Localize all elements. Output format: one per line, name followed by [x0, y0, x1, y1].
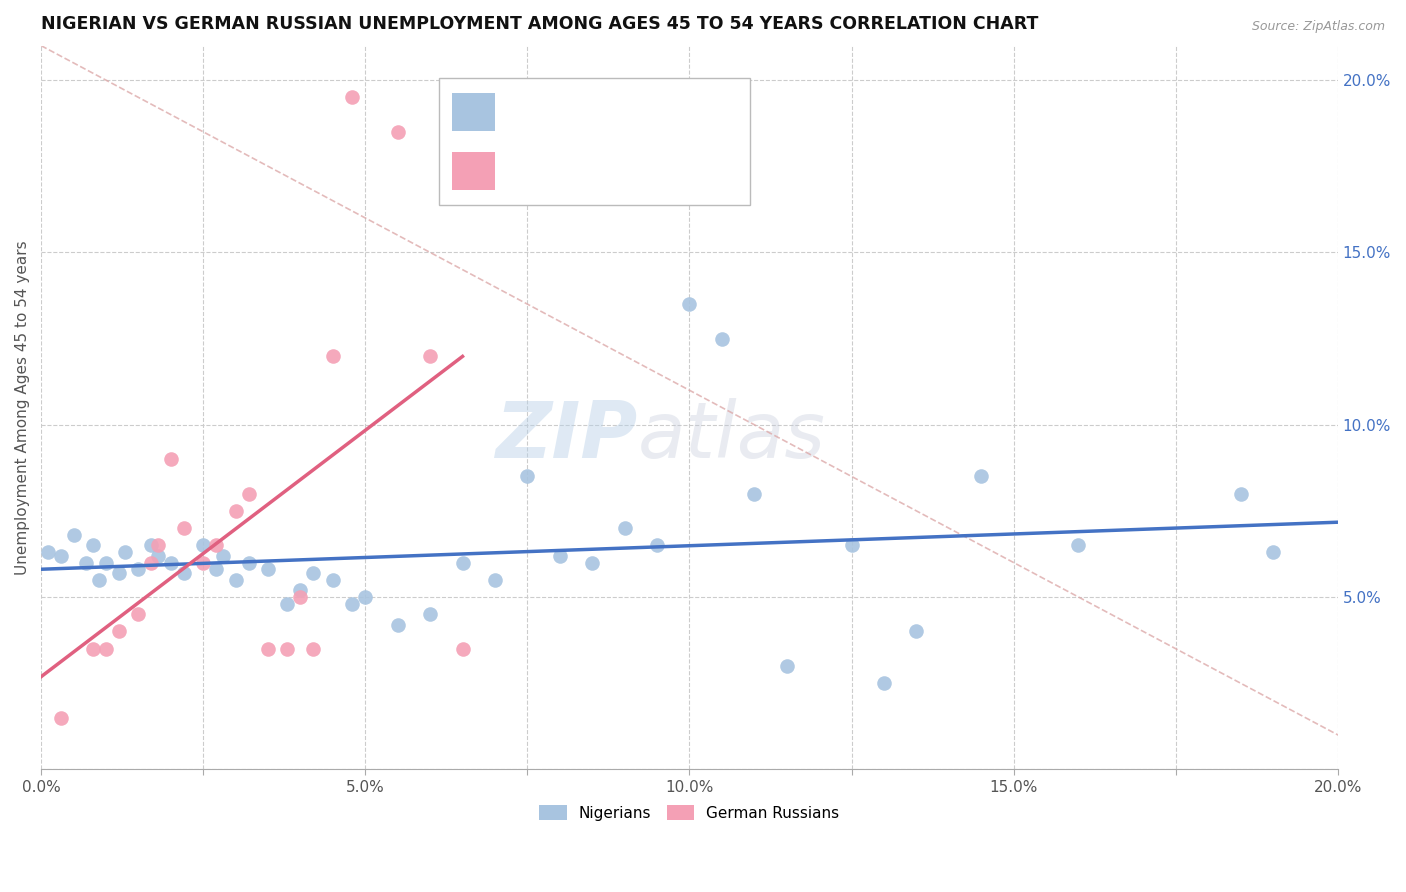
Point	[387, 617, 409, 632]
Point	[205, 562, 228, 576]
Point	[173, 566, 195, 580]
Point	[82, 641, 104, 656]
Point	[211, 549, 233, 563]
Point	[127, 562, 149, 576]
Point	[114, 545, 136, 559]
Point	[451, 641, 474, 656]
Point	[94, 556, 117, 570]
Point	[342, 90, 364, 104]
Point	[159, 452, 181, 467]
Point	[387, 125, 409, 139]
Point	[238, 556, 260, 570]
Point	[276, 641, 298, 656]
Point	[302, 641, 325, 656]
Point	[678, 297, 700, 311]
Point	[1261, 545, 1284, 559]
Text: NIGERIAN VS GERMAN RUSSIAN UNEMPLOYMENT AMONG AGES 45 TO 54 YEARS CORRELATION CH: NIGERIAN VS GERMAN RUSSIAN UNEMPLOYMENT …	[41, 15, 1039, 33]
Point	[62, 528, 84, 542]
Y-axis label: Unemployment Among Ages 45 to 54 years: Unemployment Among Ages 45 to 54 years	[15, 240, 30, 574]
Point	[225, 573, 247, 587]
Point	[342, 597, 364, 611]
Point	[193, 556, 215, 570]
Point	[89, 573, 111, 587]
Text: ZIP: ZIP	[495, 399, 637, 475]
Point	[776, 659, 799, 673]
Point	[159, 556, 181, 570]
Point	[257, 641, 280, 656]
Point	[451, 556, 474, 570]
Point	[419, 349, 441, 363]
Point	[146, 549, 169, 563]
Point	[873, 676, 896, 690]
Text: atlas: atlas	[637, 399, 825, 475]
Point	[970, 469, 993, 483]
Point	[108, 624, 131, 639]
Point	[516, 469, 538, 483]
Point	[173, 521, 195, 535]
Point	[276, 597, 298, 611]
Point	[141, 538, 163, 552]
Point	[841, 538, 863, 552]
Point	[354, 590, 377, 604]
Point	[322, 573, 344, 587]
Point	[581, 556, 603, 570]
Point	[37, 545, 59, 559]
Legend: Nigerians, German Russians: Nigerians, German Russians	[533, 798, 846, 827]
Point	[76, 556, 98, 570]
Point	[290, 583, 312, 598]
Point	[108, 566, 131, 580]
Point	[322, 349, 344, 363]
Point	[225, 504, 247, 518]
Point	[484, 573, 506, 587]
Point	[290, 590, 312, 604]
Text: Source: ZipAtlas.com: Source: ZipAtlas.com	[1251, 20, 1385, 33]
Point	[82, 538, 104, 552]
Point	[1067, 538, 1090, 552]
Point	[49, 711, 72, 725]
Point	[257, 562, 280, 576]
Point	[94, 641, 117, 656]
Point	[238, 486, 260, 500]
Point	[419, 607, 441, 622]
Point	[127, 607, 149, 622]
Point	[742, 486, 765, 500]
Point	[49, 549, 72, 563]
Point	[193, 538, 215, 552]
Point	[905, 624, 928, 639]
Point	[302, 566, 325, 580]
Point	[613, 521, 636, 535]
Point	[146, 538, 169, 552]
Point	[141, 556, 163, 570]
Point	[205, 538, 228, 552]
Point	[548, 549, 571, 563]
Point	[645, 538, 668, 552]
Point	[710, 332, 733, 346]
Point	[1229, 486, 1251, 500]
